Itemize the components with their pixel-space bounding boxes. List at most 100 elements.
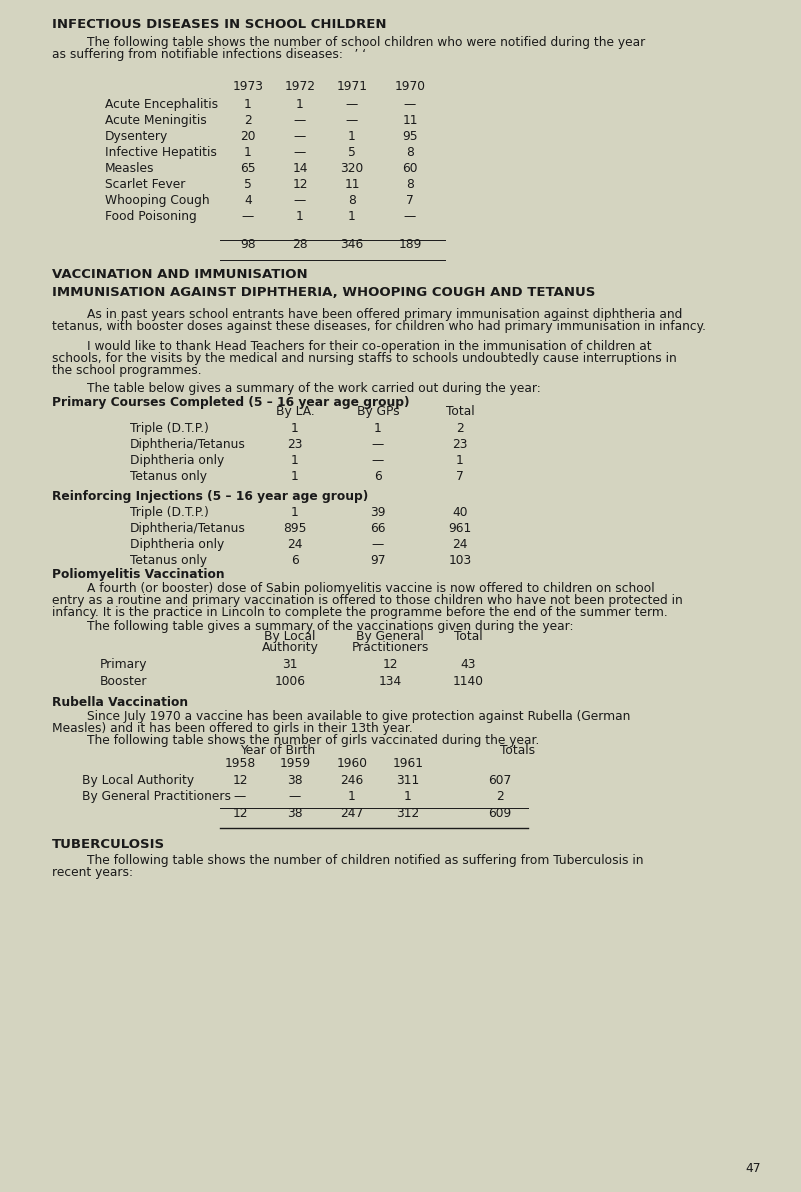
Text: —: —	[404, 210, 417, 223]
Text: Total: Total	[445, 405, 474, 418]
Text: Dysentery: Dysentery	[105, 130, 168, 143]
Text: —: —	[404, 98, 417, 111]
Text: —: —	[234, 790, 246, 803]
Text: Measles: Measles	[105, 162, 155, 175]
Text: VACCINATION AND IMMUNISATION: VACCINATION AND IMMUNISATION	[52, 268, 308, 281]
Text: The following table shows the number of girls vaccinated during the year.: The following table shows the number of …	[87, 734, 539, 747]
Text: 14: 14	[292, 162, 308, 175]
Text: 1972: 1972	[284, 80, 316, 93]
Text: Poliomyelitis Vaccination: Poliomyelitis Vaccination	[52, 569, 224, 581]
Text: The following table shows the number of school children who were notified during: The following table shows the number of …	[87, 36, 646, 49]
Text: By LA.: By LA.	[276, 405, 314, 418]
Text: 103: 103	[449, 554, 472, 567]
Text: Diphtheria/Tetanus: Diphtheria/Tetanus	[130, 437, 246, 451]
Text: 1: 1	[374, 422, 382, 435]
Text: Year of Birth: Year of Birth	[240, 744, 315, 757]
Text: schools, for the visits by the medical and nursing staffs to schools undoubtedly: schools, for the visits by the medical a…	[52, 352, 677, 365]
Text: As in past years school entrants have been offered primary immunisation against : As in past years school entrants have be…	[87, 308, 682, 321]
Text: 2: 2	[244, 114, 252, 128]
Text: 961: 961	[449, 522, 472, 535]
Text: By GPs: By GPs	[356, 405, 400, 418]
Text: Authority: Authority	[262, 641, 319, 654]
Text: The following table shows the number of children notified as suffering from Tube: The following table shows the number of …	[87, 853, 643, 867]
Text: Acute Encephalitis: Acute Encephalitis	[105, 98, 218, 111]
Text: Measles) and it has been offered to girls in their 13th year.: Measles) and it has been offered to girl…	[52, 722, 413, 735]
Text: 12: 12	[382, 658, 398, 671]
Text: 11: 11	[344, 178, 360, 191]
Text: 1960: 1960	[336, 757, 368, 770]
Text: 1: 1	[405, 790, 412, 803]
Text: 320: 320	[340, 162, 364, 175]
Text: 607: 607	[489, 774, 512, 787]
Text: 28: 28	[292, 238, 308, 252]
Text: Primary Courses Completed (5 – 16 year age group): Primary Courses Completed (5 – 16 year a…	[52, 396, 409, 409]
Text: recent years:: recent years:	[52, 867, 133, 879]
Text: Rubella Vaccination: Rubella Vaccination	[52, 696, 188, 709]
Text: 7: 7	[406, 194, 414, 207]
Text: 1: 1	[244, 98, 252, 111]
Text: 6: 6	[374, 470, 382, 483]
Text: 1: 1	[244, 145, 252, 159]
Text: Diphtheria only: Diphtheria only	[130, 538, 224, 551]
Text: 31: 31	[282, 658, 298, 671]
Text: —: —	[372, 437, 384, 451]
Text: —: —	[242, 210, 254, 223]
Text: 1961: 1961	[392, 757, 424, 770]
Text: Diphtheria only: Diphtheria only	[130, 454, 224, 467]
Text: 6: 6	[291, 554, 299, 567]
Text: 346: 346	[340, 238, 364, 252]
Text: 1: 1	[291, 505, 299, 519]
Text: 65: 65	[240, 162, 256, 175]
Text: Scarlet Fever: Scarlet Fever	[105, 178, 185, 191]
Text: 38: 38	[288, 807, 303, 820]
Text: Tetanus only: Tetanus only	[130, 554, 207, 567]
Text: The following table gives a summary of the vaccinations given during the year:: The following table gives a summary of t…	[87, 620, 574, 633]
Text: —: —	[346, 114, 358, 128]
Text: 24: 24	[453, 538, 468, 551]
Text: Whooping Cough: Whooping Cough	[105, 194, 210, 207]
Text: Totals: Totals	[500, 744, 535, 757]
Text: 97: 97	[370, 554, 386, 567]
Text: 24: 24	[288, 538, 303, 551]
Text: —: —	[294, 145, 306, 159]
Text: INFECTIOUS DISEASES IN SCHOOL CHILDREN: INFECTIOUS DISEASES IN SCHOOL CHILDREN	[52, 18, 387, 31]
Text: 1: 1	[291, 422, 299, 435]
Text: —: —	[346, 98, 358, 111]
Text: Tetanus only: Tetanus only	[130, 470, 207, 483]
Text: entry as a routine and primary vaccination is offered to those children who have: entry as a routine and primary vaccinati…	[52, 594, 682, 607]
Text: A fourth (or booster) dose of Sabin poliomyelitis vaccine is now offered to chil: A fourth (or booster) dose of Sabin poli…	[87, 582, 654, 595]
Text: 20: 20	[240, 130, 256, 143]
Text: 5: 5	[244, 178, 252, 191]
Text: 1: 1	[296, 210, 304, 223]
Text: 8: 8	[406, 178, 414, 191]
Text: 7: 7	[456, 470, 464, 483]
Text: 38: 38	[288, 774, 303, 787]
Text: 1959: 1959	[280, 757, 311, 770]
Text: 311: 311	[396, 774, 420, 787]
Text: TUBERCULOSIS: TUBERCULOSIS	[52, 838, 165, 851]
Text: 312: 312	[396, 807, 420, 820]
Text: 2: 2	[456, 422, 464, 435]
Text: 12: 12	[232, 807, 248, 820]
Text: Infective Hepatitis: Infective Hepatitis	[105, 145, 217, 159]
Text: By Local: By Local	[264, 631, 316, 642]
Text: Booster: Booster	[100, 675, 147, 688]
Text: 23: 23	[453, 437, 468, 451]
Text: By General: By General	[356, 631, 424, 642]
Text: 2: 2	[496, 790, 504, 803]
Text: 1: 1	[348, 130, 356, 143]
Text: 189: 189	[398, 238, 421, 252]
Text: 98: 98	[240, 238, 256, 252]
Text: 1971: 1971	[336, 80, 368, 93]
Text: 39: 39	[370, 505, 386, 519]
Text: 1: 1	[291, 470, 299, 483]
Text: 895: 895	[284, 522, 307, 535]
Text: 1973: 1973	[232, 80, 264, 93]
Text: 40: 40	[453, 505, 468, 519]
Text: 134: 134	[378, 675, 401, 688]
Text: Reinforcing Injections (5 – 16 year age group): Reinforcing Injections (5 – 16 year age …	[52, 490, 368, 503]
Text: 1140: 1140	[453, 675, 484, 688]
Text: —: —	[294, 194, 306, 207]
Text: —: —	[372, 454, 384, 467]
Text: 47: 47	[745, 1162, 761, 1175]
